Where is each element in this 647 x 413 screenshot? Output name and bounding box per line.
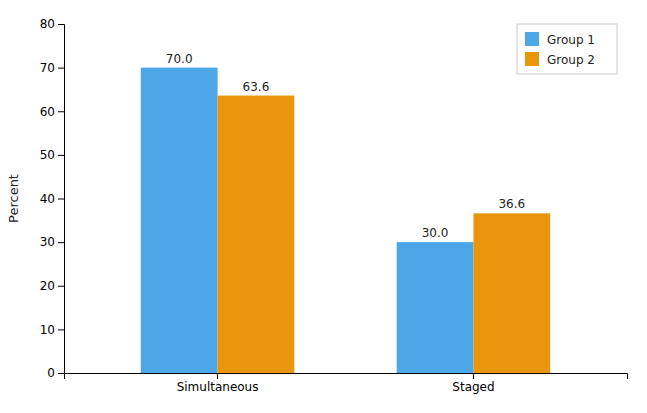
y-tick-label: 80 — [40, 17, 55, 31]
bar — [218, 96, 295, 373]
y-tick-mark — [58, 286, 64, 287]
y-tick-mark — [58, 242, 64, 243]
legend-label: Group 2 — [547, 53, 595, 67]
data-label: 30.0 — [422, 226, 449, 240]
legend-item: Group 1 — [525, 32, 595, 47]
legend: Group 1 Group 2 — [517, 24, 617, 74]
y-tick: 20 — [40, 279, 64, 293]
bar — [473, 213, 550, 373]
y-tick: 10 — [40, 323, 64, 337]
y-tick-mark — [58, 329, 64, 330]
bars — [141, 68, 550, 373]
y-tick-label: 50 — [40, 148, 55, 162]
bar — [397, 242, 474, 373]
data-labels: 70.0 30.0 63.6 36.6 — [166, 52, 525, 241]
legend-swatch — [525, 52, 539, 66]
y-tick-mark — [58, 199, 64, 200]
y-tick-mark — [58, 111, 64, 112]
y-tick: 80 — [40, 17, 64, 31]
legend-item: Group 2 — [525, 52, 595, 67]
x-tick-mark — [473, 373, 474, 379]
x-tick: Staged — [452, 373, 494, 394]
y-tick-label: 40 — [40, 192, 55, 206]
y-tick: 0 — [47, 366, 64, 380]
y-tick-mark — [58, 24, 64, 25]
y-axis-line — [58, 25, 65, 374]
x-tick-label: Simultaneous — [177, 380, 259, 394]
y-tick: 50 — [40, 148, 64, 162]
y-tick-mark — [58, 373, 64, 374]
y-axis: 0 10 20 30 40 50 60 70 80 — [40, 17, 65, 380]
y-axis-title: Percent — [6, 174, 21, 223]
plot-area: 70.0 30.0 63.6 36.6 0 10 20 30 40 50 60 70 80 Simulta… — [40, 17, 628, 393]
y-tick-label: 60 — [40, 105, 55, 119]
y-tick: 70 — [40, 61, 64, 75]
y-tick-label: 10 — [40, 323, 55, 337]
x-tick: Simultaneous — [177, 373, 259, 394]
y-tick-label: 30 — [40, 235, 55, 249]
legend-swatch — [525, 32, 539, 46]
y-tick-label: 20 — [40, 279, 55, 293]
legend-frame — [517, 24, 617, 74]
y-tick-mark — [58, 155, 64, 156]
data-label: 63.6 — [243, 80, 270, 94]
bar — [141, 68, 218, 373]
data-label: 70.0 — [166, 52, 193, 66]
data-label: 36.6 — [498, 197, 525, 211]
y-tick: 30 — [40, 235, 64, 249]
x-axis: Simultaneous Staged — [65, 373, 628, 394]
x-axis-line — [65, 374, 628, 380]
x-tick-mark — [217, 373, 218, 379]
y-tick-mark — [58, 68, 64, 69]
legend-label: Group 1 — [547, 33, 595, 47]
x-tick-label: Staged — [452, 380, 494, 394]
chart: 70.0 30.0 63.6 36.6 0 10 20 30 40 50 60 70 80 Simulta… — [0, 0, 647, 413]
y-tick: 40 — [40, 192, 64, 206]
y-tick-label: 0 — [47, 366, 55, 380]
y-tick: 60 — [40, 105, 64, 119]
y-tick-label: 70 — [40, 61, 55, 75]
